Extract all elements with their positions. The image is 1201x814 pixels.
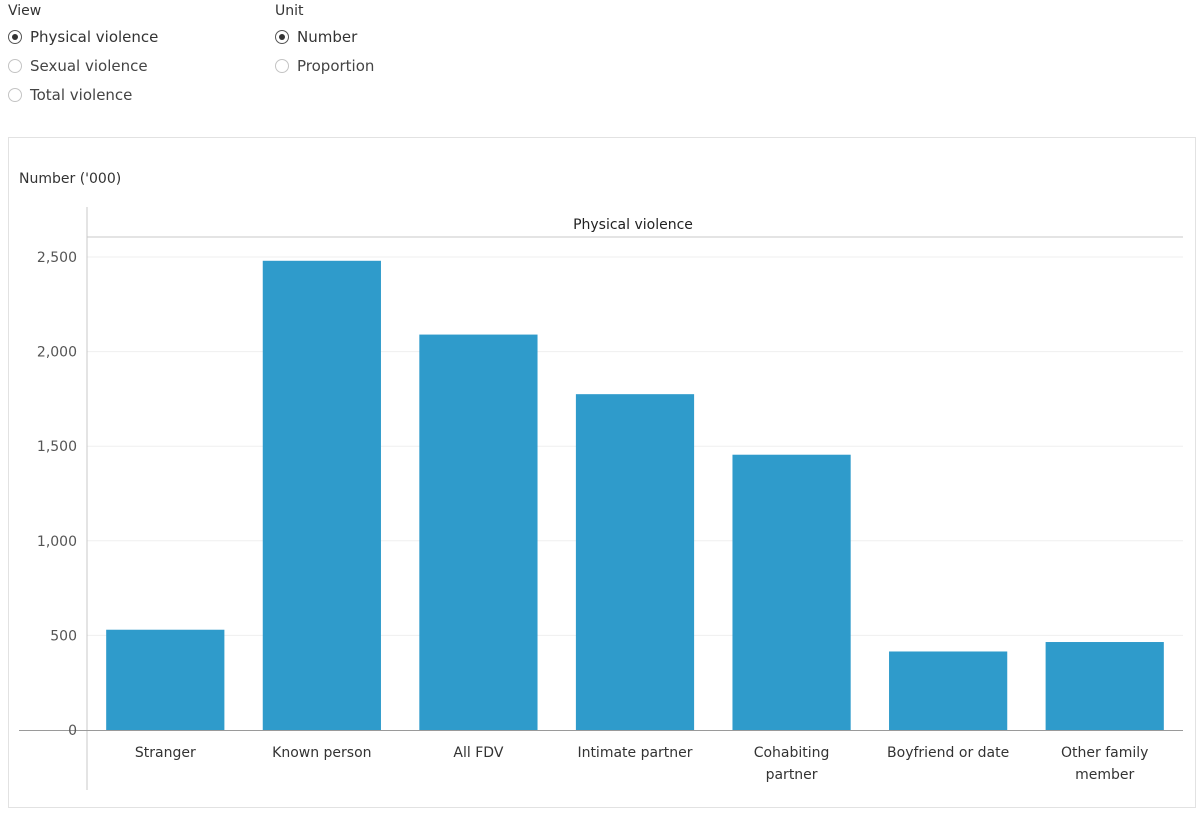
axes (19, 207, 1183, 790)
bar[interactable] (732, 454, 851, 730)
unit-option-proportion[interactable]: Proportion (275, 51, 374, 80)
x-category-label: All FDV (453, 745, 503, 761)
y-tick-labels: 0 500 1,000 1,500 2,000 2,500 (37, 250, 77, 739)
y-tick-label: 500 (50, 628, 77, 644)
panel-header: Physical violence (573, 217, 693, 233)
x-category-label: Intimate partner (577, 745, 692, 761)
radio-icon[interactable] (8, 87, 22, 102)
view-option-label: Physical violence (30, 27, 159, 46)
radio-icon[interactable] (8, 29, 22, 44)
bar[interactable] (106, 629, 225, 730)
view-filter: View Physical violence Sexual violence T… (8, 0, 158, 109)
bar[interactable] (419, 334, 538, 730)
view-option-physical[interactable]: Physical violence (8, 22, 158, 51)
unit-option-label: Proportion (297, 56, 375, 75)
y-tick-label: 1,500 (37, 439, 77, 455)
y-tick-label: 2,000 (37, 345, 77, 361)
bar[interactable] (1045, 642, 1164, 730)
bar[interactable] (262, 260, 381, 730)
x-category-label: Boyfriend or date (887, 745, 1009, 761)
y-tick-label: 2,500 (37, 250, 77, 266)
y-tick-label: 1,000 (37, 534, 77, 550)
x-category-label: Stranger (135, 745, 196, 761)
y-tick-label: 0 (68, 723, 77, 739)
view-option-label: Sexual violence (30, 56, 148, 75)
chart-frame (8, 137, 1196, 808)
y-axis-title: Number ('000) (19, 171, 121, 187)
radio-icon[interactable] (8, 58, 22, 73)
radio-icon[interactable] (275, 58, 289, 73)
x-category-label: Cohabiting partner (754, 745, 830, 783)
bar[interactable] (575, 394, 695, 730)
view-filter-title: View (8, 3, 42, 19)
bar[interactable] (889, 651, 1008, 730)
view-option-sexual[interactable]: Sexual violence (8, 51, 158, 80)
view-option-total[interactable]: Total violence (8, 80, 158, 109)
unit-option-label: Number (297, 27, 358, 46)
radio-icon[interactable] (275, 29, 289, 44)
x-category-label: Other family member (1061, 745, 1148, 783)
unit-option-number[interactable]: Number (275, 22, 374, 51)
unit-filter-title: Unit (275, 3, 304, 19)
x-category-labels: Stranger Known person All FDV Intimate part… (135, 745, 1149, 783)
bars (106, 260, 1164, 730)
view-option-label: Total violence (30, 85, 133, 104)
unit-filter: Unit Number Proportion (275, 0, 374, 80)
x-category-label: Known person (272, 745, 371, 761)
